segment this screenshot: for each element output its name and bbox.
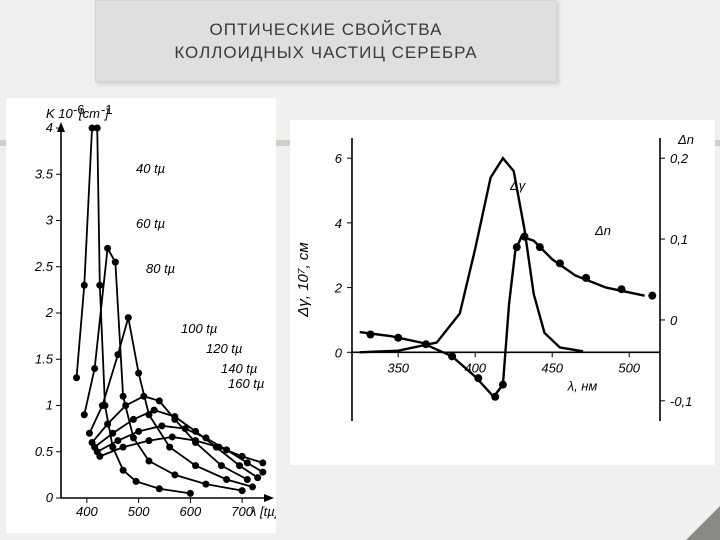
svg-text:100 tµ: 100 tµ — [181, 321, 217, 336]
svg-text:-0,1: -0,1 — [670, 394, 692, 409]
svg-text:3: 3 — [46, 213, 54, 228]
title-panel: ОПТИЧЕСКИЕ СВОЙСТВАКОЛЛОИДНЫХ ЧАСТИЦ СЕР… — [95, 0, 557, 82]
left-chart: 00.511.522.533.54400500600700K 10-6[cm-1… — [6, 98, 276, 533]
svg-text:1: 1 — [46, 398, 53, 413]
svg-text:0.5: 0.5 — [35, 444, 54, 459]
svg-text:Δn: Δn — [677, 132, 694, 147]
svg-text:Δγ: Δγ — [509, 178, 527, 193]
slide-title: ОПТИЧЕСКИЕ СВОЙСТВАКОЛЛОИДНЫХ ЧАСТИЦ СЕР… — [96, 19, 556, 65]
svg-text:450: 450 — [541, 360, 563, 375]
svg-text:140 tµ: 140 tµ — [221, 361, 257, 376]
svg-text:λ, нм: λ, нм — [567, 378, 598, 393]
svg-text:160 tµ: 160 tµ — [228, 376, 264, 391]
svg-text:[cm: [cm — [78, 106, 100, 121]
svg-text:2.5: 2.5 — [34, 259, 54, 274]
svg-text:Δγ, 10⁷, см: Δγ, 10⁷, см — [295, 242, 312, 317]
svg-text:400: 400 — [76, 504, 98, 519]
svg-text:Δn: Δn — [594, 223, 611, 238]
svg-text:350: 350 — [387, 360, 409, 375]
corner-fold-icon — [686, 506, 720, 540]
svg-text:80 tµ: 80 tµ — [146, 261, 175, 276]
svg-text:4: 4 — [46, 120, 53, 135]
svg-text:60 tµ: 60 tµ — [136, 216, 165, 231]
svg-text:0: 0 — [335, 345, 343, 360]
right-chart-svg: 0 2 4 6 -0,1 0 0,1 0,2 350 400 450 500 λ, нм Δγ, 10⁷,… — [290, 120, 715, 465]
svg-text:6: 6 — [335, 151, 343, 166]
svg-text:500: 500 — [618, 360, 640, 375]
svg-text:0,2: 0,2 — [670, 151, 689, 166]
svg-text:500: 500 — [128, 504, 150, 519]
svg-text:400: 400 — [464, 360, 486, 375]
svg-text:120 tµ: 120 tµ — [206, 341, 242, 356]
slide: ОПТИЧЕСКИЕ СВОЙСТВАКОЛЛОИДНЫХ ЧАСТИЦ СЕР… — [0, 0, 720, 540]
svg-text:40 tµ: 40 tµ — [136, 161, 165, 176]
svg-text:2: 2 — [334, 281, 343, 296]
right-chart: 0 2 4 6 -0,1 0 0,1 0,2 350 400 450 500 λ, нм Δγ, 10⁷,… — [290, 120, 715, 465]
svg-text:0,1: 0,1 — [670, 232, 688, 247]
svg-text:K 10: K 10 — [46, 106, 74, 121]
svg-text:λ [tµ]: λ [tµ] — [249, 504, 276, 519]
svg-text:3.5: 3.5 — [35, 166, 54, 181]
svg-text:0: 0 — [46, 490, 54, 505]
svg-text:0: 0 — [670, 313, 678, 328]
svg-text:600: 600 — [180, 504, 202, 519]
svg-text:4: 4 — [335, 216, 342, 231]
svg-text:2: 2 — [45, 305, 54, 320]
left-chart-svg: 00.511.522.533.54400500600700K 10-6[cm-1… — [6, 98, 276, 533]
svg-text:1.5: 1.5 — [35, 351, 54, 366]
